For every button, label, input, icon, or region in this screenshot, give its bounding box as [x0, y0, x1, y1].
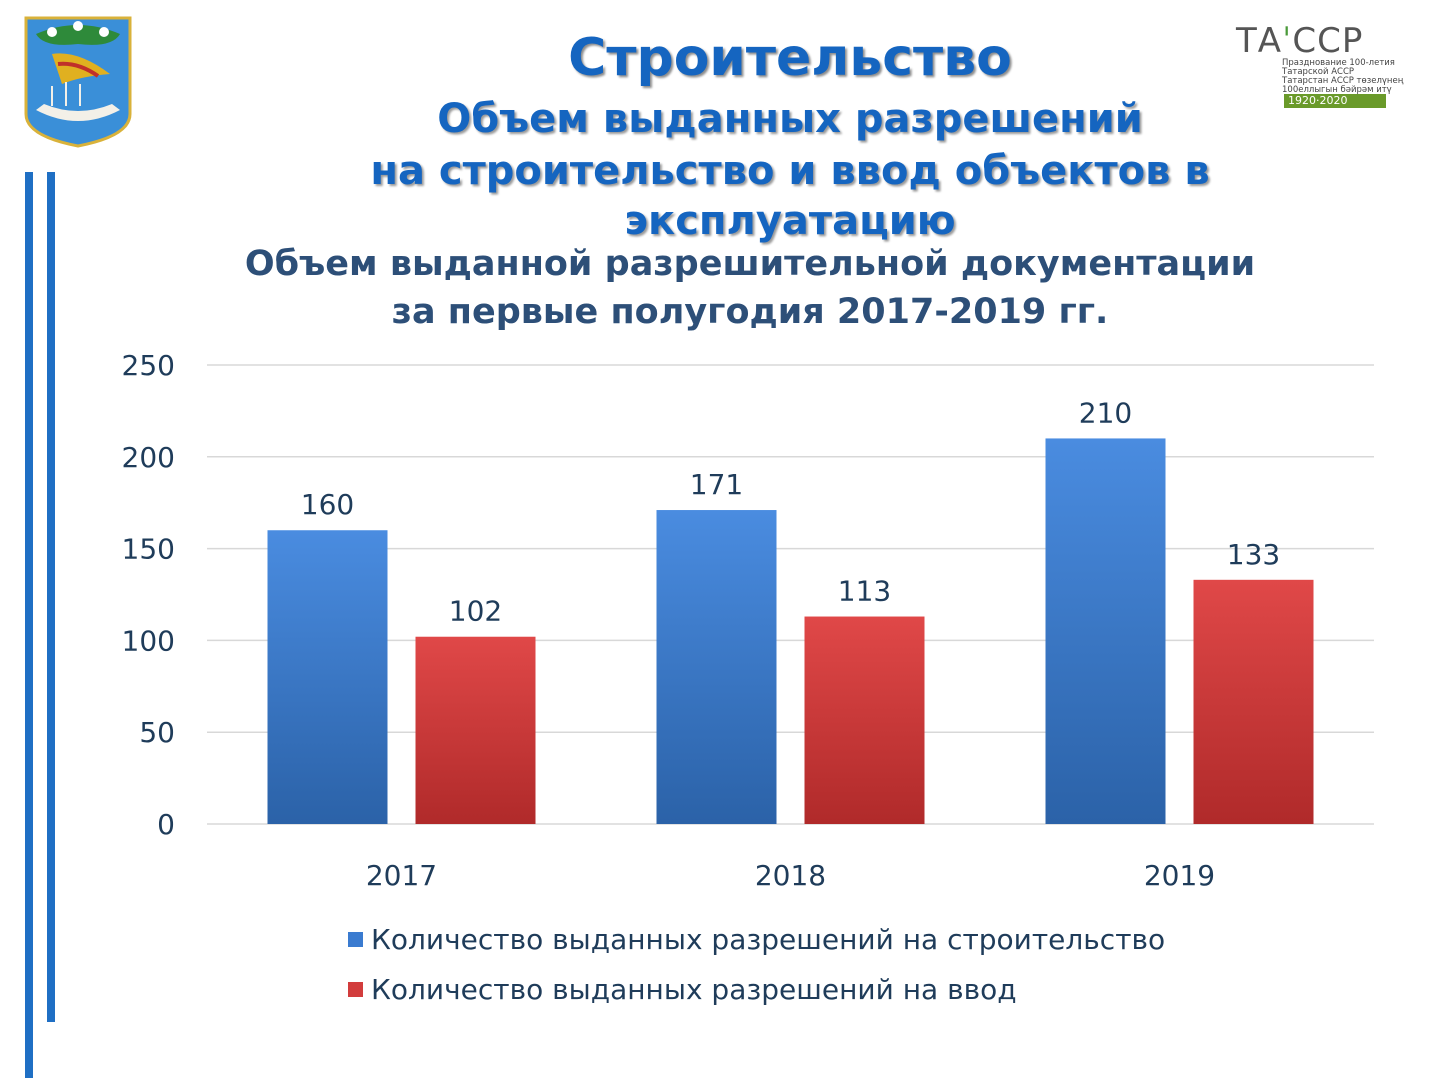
logo-caption: 100еллыгын бәйрәм итү — [1282, 85, 1392, 95]
y-tick-label: 50 — [139, 716, 175, 749]
data-label: 160 — [301, 488, 354, 521]
bar-2018-series-1 — [656, 510, 777, 824]
y-tick-label: 250 — [122, 349, 175, 382]
bar-2018-series-2 — [804, 616, 925, 824]
page-subtitle-line-2: на строительство и ввод объектов в — [370, 148, 1210, 194]
legend-item-construction: Количество выданных разрешений на строит… — [348, 923, 1165, 957]
logo-years: 1920·2020 — [1284, 94, 1386, 108]
left-accent-bar-inner — [47, 172, 55, 1022]
logo-caption: Празднование 100-летия — [1282, 58, 1395, 68]
page-title: Строительство — [568, 28, 1012, 88]
x-tick-label: 2019 — [1144, 859, 1215, 892]
data-label: 113 — [838, 575, 891, 608]
y-tick-label: 0 — [157, 808, 175, 841]
legend-item-commissioning: Количество выданных разрешений на ввод — [348, 973, 1017, 1007]
bar-2019-series-2 — [1193, 579, 1314, 824]
logo-brand: ТАˈССР — [1236, 21, 1364, 61]
bar-2017-series-2 — [415, 636, 536, 824]
legend-swatch-red — [348, 982, 363, 997]
logo-caption: Татарстан АССР төзелүнең — [1282, 76, 1404, 86]
page-subtitle-line-1: Объем выданных разрешений — [437, 96, 1143, 142]
chart-title-line-2: за первые полугодия 2017-2019 гг. — [391, 292, 1109, 332]
data-label: 210 — [1079, 396, 1132, 429]
y-tick-label: 200 — [122, 441, 175, 474]
chart-title-line-1: Объем выданной разрешительной документац… — [244, 244, 1256, 284]
data-label: 102 — [449, 595, 502, 628]
data-label: 171 — [690, 468, 743, 501]
city-emblem-icon — [24, 16, 132, 148]
x-tick-label: 2018 — [755, 859, 826, 892]
bar-2017-series-1 — [267, 530, 388, 824]
y-tick-label: 150 — [122, 533, 175, 566]
legend-label: Количество выданных разрешений на ввод — [371, 973, 1017, 1006]
legend-label: Количество выданных разрешений на строит… — [371, 923, 1166, 956]
page-subtitle-line-3: эксплуатацию — [624, 198, 956, 244]
anniversary-logo: ТАˈССР Празднование 100-летия Татарской … — [1236, 22, 1406, 112]
data-label: 133 — [1227, 538, 1280, 571]
bar-2019-series-1 — [1045, 438, 1166, 824]
logo-caption: Татарской АССР — [1282, 67, 1355, 77]
y-tick-label: 100 — [122, 624, 175, 657]
left-accent-bar — [25, 172, 33, 1078]
legend-swatch-blue — [348, 932, 363, 947]
x-tick-label: 2017 — [366, 859, 437, 892]
